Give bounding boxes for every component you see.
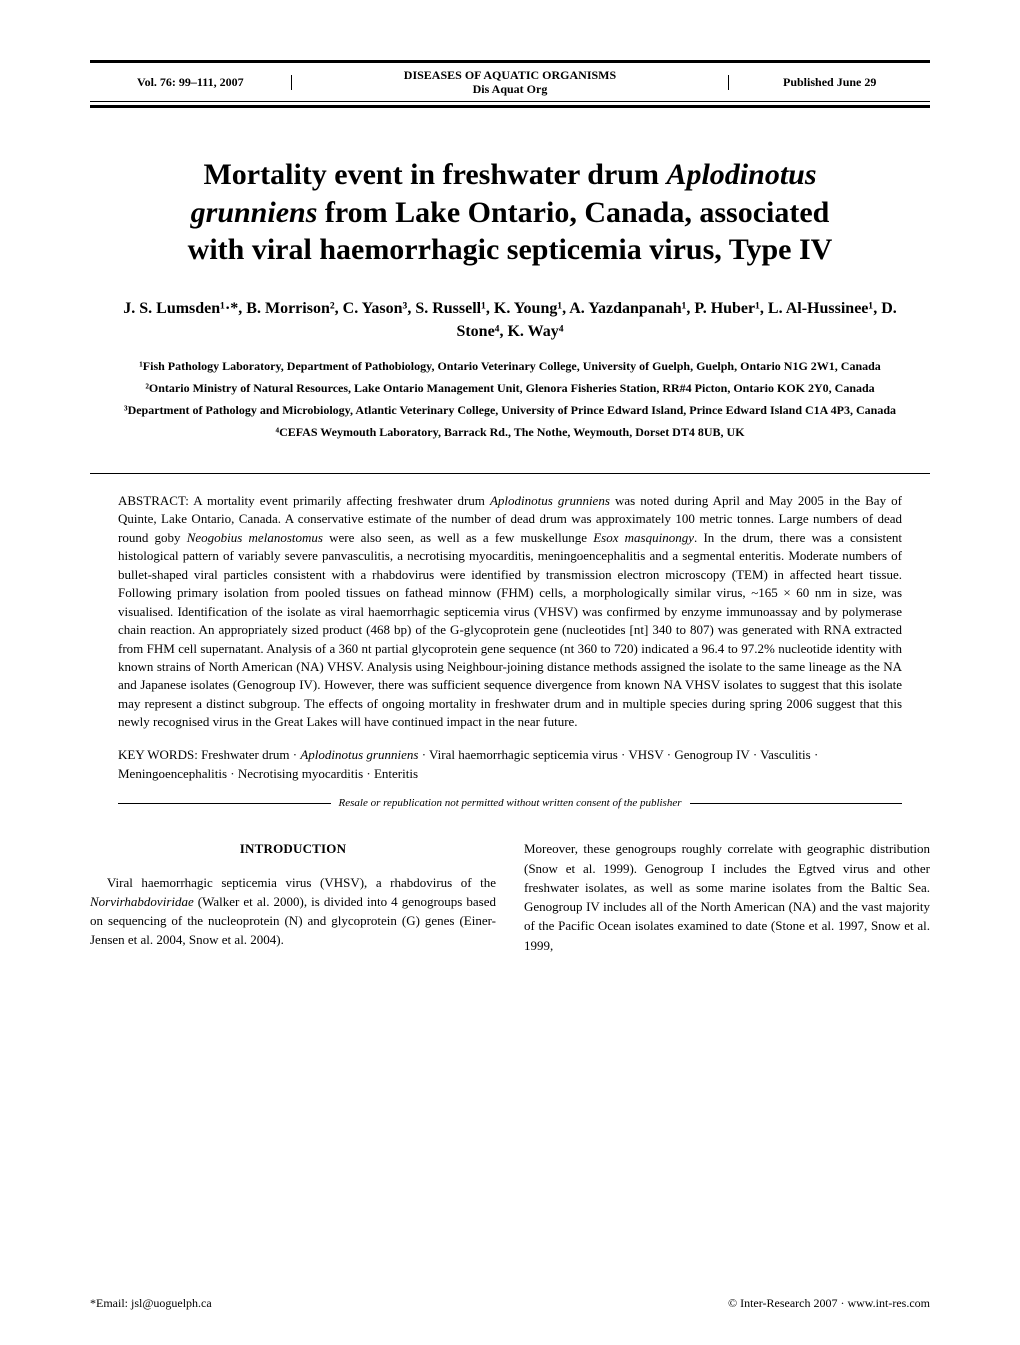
keywords: KEY WORDS: Freshwater drum · Aplodinotus… (118, 746, 902, 784)
body-col-left: INTRODUCTION Viral haemorrhagic septicem… (90, 839, 496, 954)
body-columns: INTRODUCTION Viral haemorrhagic septicem… (90, 839, 930, 954)
abstract-t3: were also seen, as well as a few muskell… (323, 530, 593, 545)
header-pubdate: Published June 29 (728, 75, 930, 90)
header-journal: DISEASES OF AQUATIC ORGANISMS Dis Aquat … (292, 68, 729, 97)
intro-para-left: Viral haemorrhagic septicemia virus (VHS… (90, 873, 496, 950)
keywords-t1: Freshwater drum · (201, 747, 300, 762)
section-heading-introduction: INTRODUCTION (90, 839, 496, 858)
header-volume: Vol. 76: 99–111, 2007 (90, 75, 292, 90)
header-row: Vol. 76: 99–111, 2007 DISEASES OF AQUATI… (90, 63, 930, 101)
abstract-i3: Esox masquinongy (593, 530, 694, 545)
title-seg-1: Mortality event in freshwater drum (203, 158, 666, 191)
journal-abbrev: Dis Aquat Org (473, 82, 548, 96)
intro-para-right: Moreover, these genogroups roughly corre… (524, 839, 930, 954)
keywords-i1: Aplodinotus grunniens (300, 747, 418, 762)
title-seg-5: with viral haemorrhagic septicemia virus… (188, 233, 833, 266)
article-title: Mortality event in freshwater drum Aplod… (100, 156, 920, 269)
affiliation-3: ³Department of Pathology and Microbiolog… (118, 401, 902, 419)
corresponding-email: *Email: jsl@uoguelph.ca (90, 1296, 212, 1311)
affiliation-1: ¹Fish Pathology Laboratory, Department o… (118, 357, 902, 375)
abstract-t4: . In the drum, there was a consistent hi… (118, 530, 902, 730)
page-footer: *Email: jsl@uoguelph.ca © Inter-Research… (90, 1296, 930, 1311)
header-bottom-rule (90, 105, 930, 108)
title-seg-4: from Lake Ontario, Canada, associated (317, 196, 829, 229)
abstract-t1: A mortality event primarily affecting fr… (193, 493, 490, 508)
divider-rule (90, 473, 930, 474)
resale-rule-right (690, 803, 903, 804)
affiliation-4: ⁴CEFAS Weymouth Laboratory, Barrack Rd.,… (118, 423, 902, 441)
title-seg-3-ital: grunniens (191, 196, 318, 229)
affiliations: ¹Fish Pathology Laboratory, Department o… (118, 357, 902, 441)
abstract-i1: Aplodinotus grunniens (490, 493, 610, 508)
copyright: © Inter-Research 2007 · www.int-res.com (728, 1296, 930, 1311)
resale-text: Resale or republication not permitted wi… (331, 797, 690, 809)
abstract: ABSTRACT: A mortality event primarily af… (118, 492, 902, 732)
keywords-label: KEY WORDS: (118, 747, 201, 762)
journal-full: DISEASES OF AQUATIC ORGANISMS (404, 68, 616, 82)
title-seg-2-ital: Aplodinotus (666, 158, 816, 191)
intro-left-i1: Norvirhabdoviridae (90, 894, 194, 909)
authors: J. S. Lumsden¹·*, B. Morrison², C. Yason… (120, 297, 900, 343)
body-col-right: Moreover, these genogroups roughly corre… (524, 839, 930, 954)
abstract-i2: Neogobius melanostomus (187, 530, 323, 545)
intro-left-t1: Viral haemorrhagic septicemia virus (VHS… (107, 875, 496, 890)
resale-notice: Resale or republication not permitted wi… (118, 797, 902, 809)
affiliation-2: ²Ontario Ministry of Natural Resources, … (118, 379, 902, 397)
resale-rule-left (118, 803, 331, 804)
abstract-label: ABSTRACT: (118, 493, 193, 508)
journal-page: Vol. 76: 99–111, 2007 DISEASES OF AQUATI… (0, 0, 1020, 1345)
